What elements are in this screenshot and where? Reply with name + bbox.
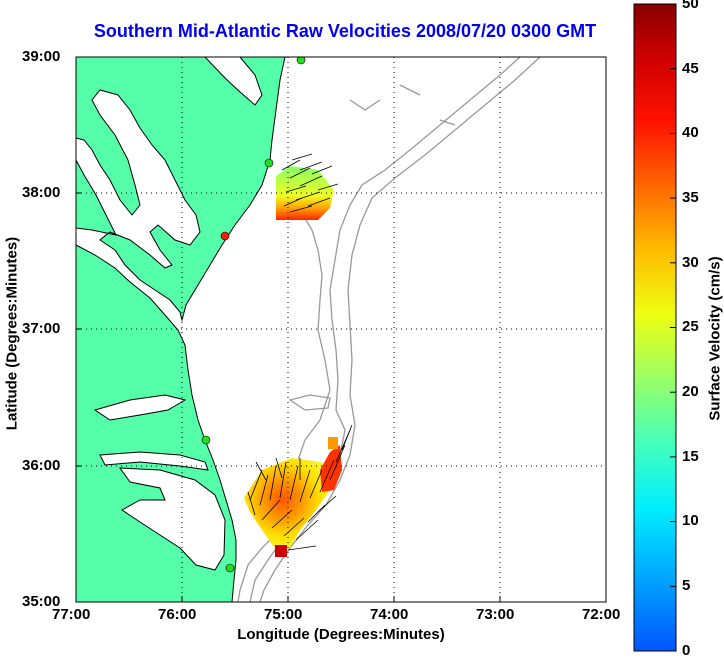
pamlico-sound (118, 467, 226, 571)
chart-title: Southern Mid-Atlantic Raw Velocities 200… (93, 21, 597, 41)
x-tick-label: 72:00 (582, 606, 621, 623)
map-area (76, 57, 541, 602)
colorbar-ticks (670, 3, 676, 587)
colorbar-tick-label: 25 (682, 318, 699, 335)
x-tick-label: 74:00 (370, 606, 409, 623)
station-marker (296, 57, 306, 65)
x-tick-label: 76:00 (158, 606, 197, 623)
colorbar-tick-label: 0 (682, 642, 691, 659)
y-tick-label: 38:00 (22, 184, 61, 201)
y-tick-label: 37:00 (22, 320, 61, 337)
axis-ticks (76, 192, 501, 602)
colorbar-label: Surface Velocity (cm/s) (706, 256, 724, 421)
colorbar-tick-label: 15 (682, 448, 699, 465)
station-marker (201, 435, 211, 445)
x-tick-label: 75:00 (264, 606, 303, 623)
colorbar (633, 3, 677, 652)
x-tick-label: 73:00 (476, 606, 515, 623)
radar-stations (201, 57, 306, 573)
y-tick-label: 36:00 (22, 457, 61, 474)
colorbar-tick-label: 50 (682, 0, 699, 12)
estuary (93, 394, 187, 421)
delaware-bay (204, 57, 263, 106)
colorbar-tick-label: 30 (682, 254, 699, 271)
x-tick-label: 77:00 (52, 606, 91, 623)
colorbar-tick-label: 20 (682, 383, 699, 400)
station-marker (264, 158, 274, 168)
velocity-field-north (276, 153, 339, 220)
y-axis-label: Latitude (Degrees:Minutes) (3, 236, 21, 431)
colorbar-tick-label: 5 (682, 577, 691, 594)
station-marker (225, 563, 235, 573)
y-tick-label: 35:00 (22, 593, 61, 610)
grid (76, 57, 606, 602)
x-axis-label: Longitude (Degrees:Minutes) (237, 626, 445, 643)
colorbar-tick-label: 45 (682, 60, 699, 77)
velocity-field-south (244, 424, 353, 557)
colorbar-tick-label: 35 (682, 189, 699, 206)
station-marker (220, 231, 230, 241)
land-mass (76, 57, 286, 602)
y-tick-label: 39:00 (22, 48, 61, 65)
colorbar-tick-label: 40 (682, 124, 699, 141)
colorbar-tick-label: 10 (682, 512, 699, 529)
